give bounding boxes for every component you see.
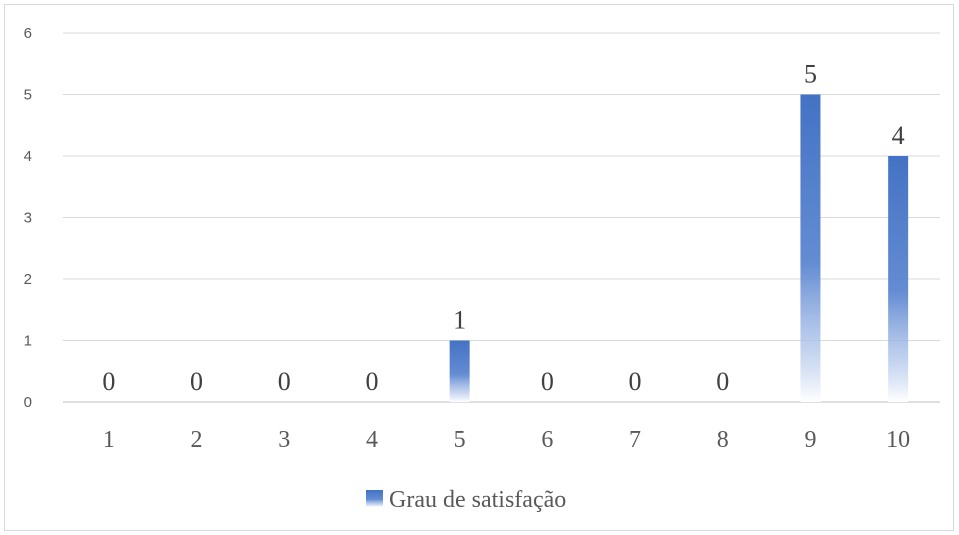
bars bbox=[449, 94, 909, 402]
x-tick-label: 3 bbox=[278, 427, 290, 453]
y-tick-label: 6 bbox=[24, 25, 32, 42]
y-tick-label: 1 bbox=[24, 333, 32, 350]
data-label: 5 bbox=[804, 60, 817, 89]
x-tick-label: 6 bbox=[541, 427, 553, 453]
y-tick-label: 5 bbox=[24, 87, 32, 104]
y-tick-label: 3 bbox=[24, 210, 32, 227]
data-label: 0 bbox=[190, 367, 203, 396]
bar bbox=[888, 156, 909, 402]
legend-label: Grau de satisfação bbox=[389, 487, 566, 513]
gridlines bbox=[63, 32, 940, 403]
y-tick-label: 2 bbox=[24, 271, 32, 288]
chart-frame bbox=[4, 4, 954, 531]
data-label: 0 bbox=[629, 367, 642, 396]
y-axis-ticks: 0 1 2 3 4 5 6 bbox=[24, 25, 32, 411]
x-tick-label: 9 bbox=[804, 427, 816, 453]
y-tick-label: 0 bbox=[24, 394, 32, 411]
x-tick-label: 10 bbox=[886, 427, 910, 453]
data-label: 0 bbox=[102, 367, 115, 396]
data-label: 1 bbox=[453, 306, 466, 335]
y-tick-label: 4 bbox=[24, 148, 32, 165]
x-tick-label: 7 bbox=[629, 427, 641, 453]
bar bbox=[800, 94, 821, 402]
data-label: 0 bbox=[541, 367, 554, 396]
data-labels: 0 0 0 0 1 0 0 0 5 4 bbox=[102, 60, 904, 397]
legend-swatch bbox=[366, 490, 383, 507]
bar bbox=[449, 340, 470, 402]
x-tick-label: 2 bbox=[191, 427, 203, 453]
x-tick-label: 8 bbox=[717, 427, 729, 453]
data-label: 0 bbox=[716, 367, 729, 396]
x-axis-ticks: 1 2 3 4 5 6 7 8 9 10 bbox=[103, 427, 910, 453]
x-tick-label: 5 bbox=[454, 427, 466, 453]
data-label: 4 bbox=[892, 121, 905, 150]
data-label: 0 bbox=[278, 367, 291, 396]
data-label: 0 bbox=[365, 367, 378, 396]
legend: Grau de satisfação bbox=[366, 487, 566, 513]
x-tick-label: 4 bbox=[366, 427, 378, 453]
x-tick-label: 1 bbox=[103, 427, 115, 453]
